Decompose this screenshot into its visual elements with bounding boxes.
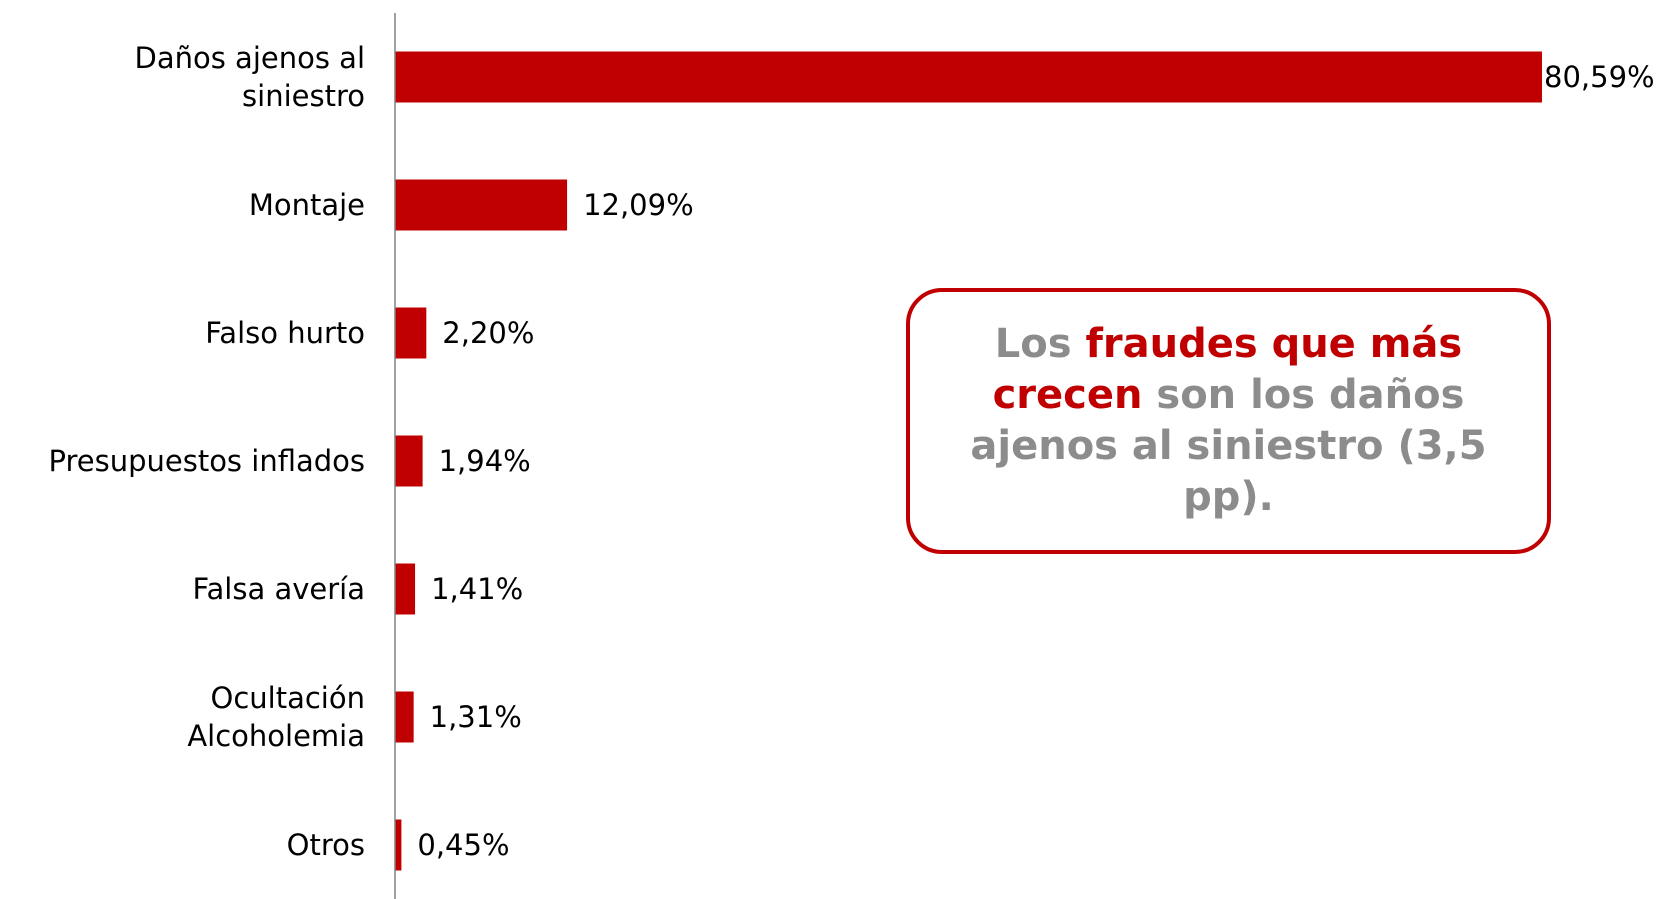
annotation-part: Los (994, 321, 1086, 367)
bar (395, 51, 1542, 103)
y-tick-label: Ocultación Alcoholemia (187, 681, 365, 753)
y-tick-label: Otros (286, 828, 365, 862)
value-label: 1,31% (429, 700, 522, 734)
y-tick-label: Presupuestos inflados (48, 444, 365, 478)
bar (395, 819, 402, 871)
bar (395, 179, 568, 231)
value-label: 0,45% (417, 828, 510, 862)
value-label: 1,94% (438, 444, 531, 478)
annotation-text: Los fraudes que más crecen son los daños… (950, 319, 1507, 523)
value-label: 2,20% (442, 316, 535, 350)
value-label: 80,59% (1544, 60, 1655, 94)
y-tick-label: Montaje (248, 188, 365, 222)
y-tick-label: Daños ajenos al siniestro (134, 41, 366, 113)
bar (395, 307, 427, 359)
value-label: 1,41% (431, 572, 524, 606)
value-label: 12,09% (583, 188, 694, 222)
annotation-part: fraudes que más crecen (992, 321, 1463, 418)
bar (395, 435, 423, 487)
bar (395, 563, 416, 615)
annotation-box: Los fraudes que más crecen son los daños… (906, 288, 1551, 554)
y-tick-label: Falso hurto (205, 316, 365, 350)
y-tick-label: Falsa avería (192, 572, 365, 606)
annotation-part: son los daños ajenos al siniestro (3,5 p… (970, 372, 1487, 520)
bar (395, 691, 414, 743)
